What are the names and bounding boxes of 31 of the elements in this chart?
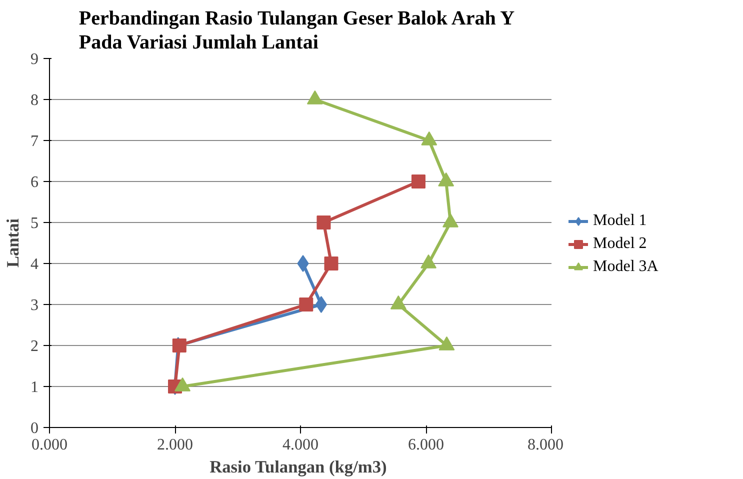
x-tick-label: 8.000 <box>528 436 564 454</box>
y-tick-label: 2 <box>30 338 38 355</box>
point <box>172 338 186 352</box>
x-axis-title: Rasio Tulangan (kg/m3) <box>210 458 387 476</box>
y-tick-label: 8 <box>30 92 38 109</box>
point <box>442 213 458 228</box>
point <box>316 216 331 230</box>
y-tick-label: 5 <box>30 215 38 232</box>
legend-label: Model 3A <box>593 258 658 276</box>
y-tick-label: 4 <box>30 256 38 273</box>
point <box>324 256 338 270</box>
point <box>299 298 314 312</box>
y-tick-label: 1 <box>30 379 38 396</box>
x-tick-label: 2.000 <box>157 436 193 454</box>
legend-label: Model 1 <box>593 212 647 230</box>
point <box>306 90 323 104</box>
point <box>315 296 328 313</box>
y-axis-title: Lantai <box>4 218 22 268</box>
point <box>420 254 437 268</box>
legend-label: Model 2 <box>593 235 647 253</box>
y-tick-label: 6 <box>30 174 38 191</box>
x-tick-label: 0.000 <box>32 436 68 454</box>
y-tick-label: 3 <box>30 297 38 314</box>
x-tick-label: 4.000 <box>282 436 318 454</box>
chart-title: Perbandingan Rasio Tulangan Geser Balok Arah Y Pada Variasi Jumlah Lantai <box>78 7 516 54</box>
y-tick-label: 7 <box>30 133 38 150</box>
x-tick-label: 6.000 <box>408 436 444 454</box>
point <box>421 131 438 146</box>
y-tick-label: 0 <box>30 420 38 437</box>
y-tick-label: 9 <box>30 51 38 68</box>
point <box>438 172 454 186</box>
